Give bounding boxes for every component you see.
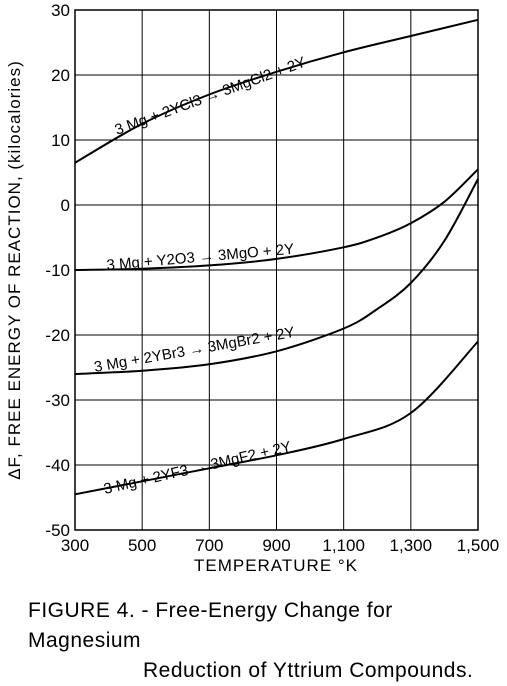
x-axis-label: TEMPERATURE °K: [194, 556, 358, 575]
y-tick-labels: 30 20 10 0 -10 -20 -30 -40 -50: [45, 1, 70, 540]
x-tick-labels: 300 500 700 900 1,100 1,300 1,500: [61, 536, 499, 555]
y-tick-label: -20: [45, 326, 70, 345]
x-tick-label: 1,300: [390, 536, 433, 555]
x-tick-label: 300: [61, 536, 89, 555]
x-tick-label: 700: [195, 536, 223, 555]
x-tick-label: 900: [262, 536, 290, 555]
caption-line-2: Reduction of Yttrium Compounds.: [143, 659, 474, 682]
y-tick-label: -50: [45, 521, 70, 540]
series-label-y2o3: 3 Mg + Y2O3 → 3MgO + 2Y: [106, 241, 295, 274]
y-tick-label: -10: [45, 261, 70, 280]
horizontal-gridlines: [75, 74, 478, 466]
x-tick-label: 1,100: [322, 536, 365, 555]
series-line-3: [74, 340, 479, 496]
series-label-ybr3: 3 Mg + 2YBr3 → 3MgBr2 + 2Y: [93, 324, 296, 376]
chart: 300 500 700 900 1,100 1,300 1,500 30 20 10 0 -10 -2…: [5, 1, 499, 575]
y-tick-label: 20: [51, 66, 70, 85]
series-line-1: [74, 168, 479, 271]
caption-line-1: FIGURE 4. - Free-Energy Change for Magne…: [28, 599, 393, 652]
figure-caption: FIGURE 4. - Free-Energy Change for Magne…: [28, 596, 507, 686]
y-axis-label: ΔF, FREE ENERGY OF REACTION, (kilocalori…: [5, 60, 24, 480]
y-tick-label: 0: [61, 196, 70, 215]
series-line-2: [74, 178, 479, 375]
y-tick-label: 10: [51, 131, 70, 150]
x-tick-label: 1,500: [457, 536, 500, 555]
x-tick-label: 500: [128, 536, 156, 555]
series-label-yf3: 3 Mg + 2YF3 → 3MgF2 + 2Y: [102, 438, 293, 498]
series-line-0: [74, 18, 479, 164]
y-tick-label: 30: [51, 1, 70, 20]
y-tick-label: -30: [45, 391, 70, 410]
series-lines: [74, 18, 479, 496]
y-tick-label: -40: [45, 456, 70, 475]
